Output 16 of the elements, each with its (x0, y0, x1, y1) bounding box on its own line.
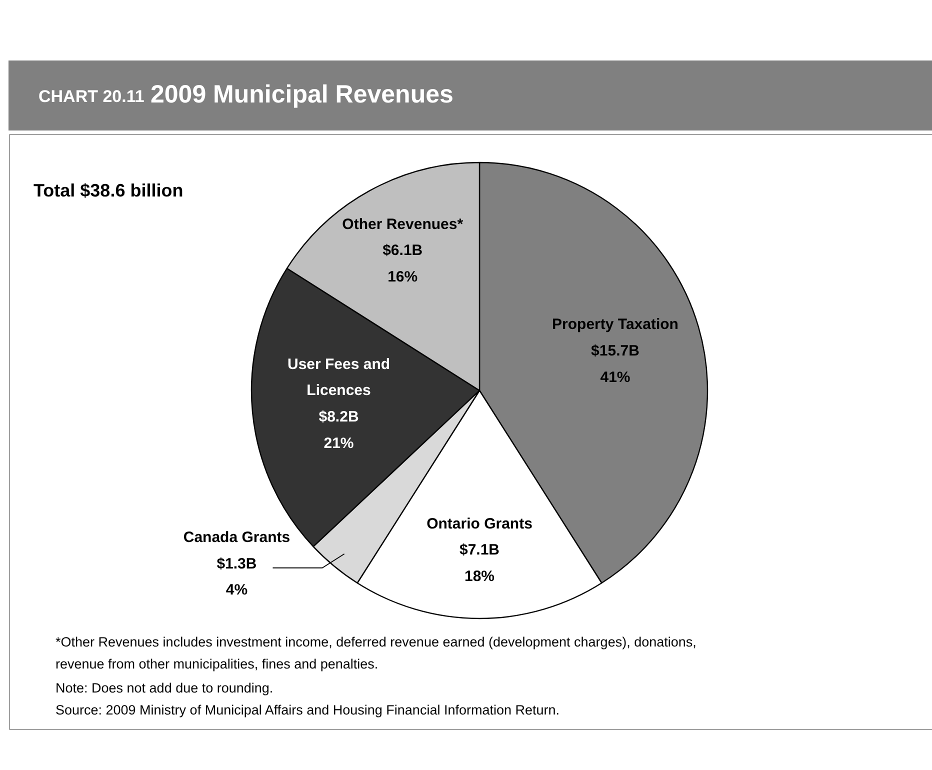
text: *Other Revenues includes investment income, deferred revenue earned (development charges), donations, revenue from other municipalities, fines and penalties. (56, 634, 696, 672)
slice-label: User Fees and Licences $8.2B (287, 356, 390, 426)
source-note: Source: 2009 Ministry of Municipal Affairs and Housing Financial Information Return. (56, 702, 560, 718)
data-label: 4% (226, 582, 248, 599)
data-label: 18% (464, 568, 495, 585)
slice-label: Property Taxation $15.7B (552, 316, 678, 360)
text: Total $38.6 billion (34, 180, 184, 200)
slice-label: Ontario Grants $7.1B (426, 515, 532, 559)
data-label: 41% (600, 368, 630, 386)
chart-subtitle: CHART 20.11 (38, 87, 144, 106)
data-label: 21% (324, 434, 354, 452)
slice-label: Canada Grants $1.3B (183, 529, 290, 572)
slice-label: Other Revenues* $6.1B (342, 216, 464, 260)
chart-title: 2009 Municipal Revenues (150, 80, 454, 108)
data-label: 16% (388, 268, 418, 286)
text: Note: Does not add due to rounding. (56, 680, 274, 696)
